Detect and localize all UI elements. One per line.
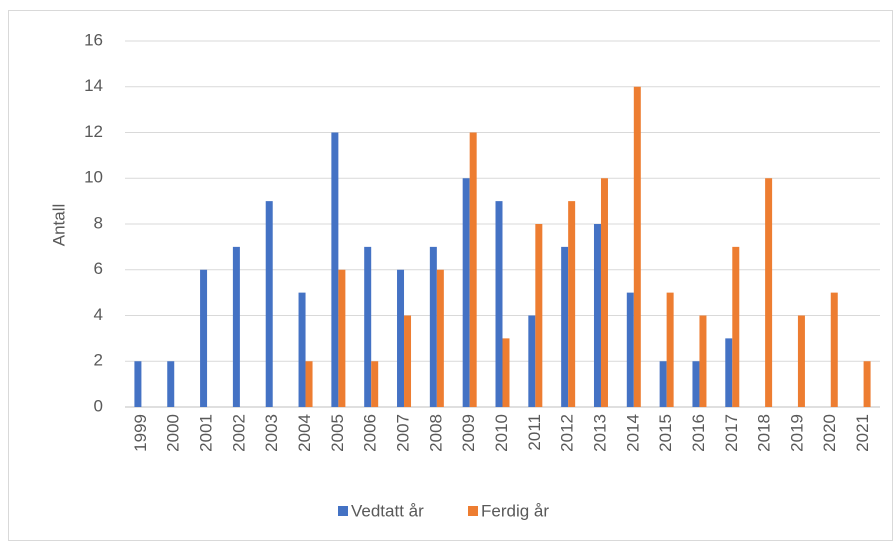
x-tick-label: 2017 xyxy=(722,414,741,452)
x-tick-label: 2009 xyxy=(459,414,478,452)
legend-label: Vedtatt år xyxy=(351,501,424,520)
bar xyxy=(561,246,569,407)
x-tick-label: 2015 xyxy=(656,414,675,452)
x-tick-label: 2007 xyxy=(394,414,413,452)
bar xyxy=(397,269,405,407)
x-tick-label: 2006 xyxy=(361,414,380,452)
x-tick-label: 2013 xyxy=(590,414,609,452)
bar xyxy=(298,292,306,407)
bar xyxy=(626,292,634,407)
bar xyxy=(364,246,372,407)
bar xyxy=(200,269,208,407)
bar xyxy=(593,224,601,407)
legend-label: Ferdig år xyxy=(481,501,549,520)
bar xyxy=(462,178,470,407)
x-tick-label: 2020 xyxy=(820,414,839,452)
bar xyxy=(134,361,142,407)
bar xyxy=(331,132,339,407)
bar xyxy=(371,361,379,407)
y-tick-label: 14 xyxy=(84,76,103,95)
bar xyxy=(502,338,510,407)
y-tick-label: 10 xyxy=(84,168,103,187)
y-axis-label: Antall xyxy=(49,204,68,247)
x-tick-label: 2021 xyxy=(853,414,872,452)
bar xyxy=(699,315,707,407)
x-tick-label: 2000 xyxy=(164,414,183,452)
x-tick-label: 2016 xyxy=(689,414,708,452)
x-tick-label: 2008 xyxy=(426,414,445,452)
y-tick-label: 4 xyxy=(94,305,103,324)
x-tick-label: 2010 xyxy=(492,414,511,452)
bar xyxy=(666,292,674,407)
bar xyxy=(863,361,871,407)
x-tick-label: 2002 xyxy=(229,414,248,452)
y-tick-label: 2 xyxy=(94,351,103,370)
x-tick-label: 2011 xyxy=(525,414,544,451)
bar xyxy=(797,315,805,407)
chart-border xyxy=(8,10,893,541)
legend-swatch xyxy=(338,506,348,516)
bar xyxy=(404,315,412,407)
bar xyxy=(732,246,740,407)
bar xyxy=(568,201,576,407)
bar xyxy=(535,224,543,407)
bar xyxy=(305,361,313,407)
x-tick-label: 2003 xyxy=(262,414,281,452)
bar xyxy=(495,201,503,407)
x-tick-label: 2004 xyxy=(295,414,314,452)
bar xyxy=(600,178,608,407)
bar xyxy=(265,201,273,407)
y-tick-label: 8 xyxy=(94,213,103,232)
bar xyxy=(167,361,175,407)
x-tick-label: 2001 xyxy=(197,414,216,452)
bar xyxy=(436,269,444,407)
x-tick-label: 2005 xyxy=(328,414,347,452)
x-tick-label: 1999 xyxy=(131,414,150,452)
bar xyxy=(429,246,437,407)
x-tick-label: 2019 xyxy=(787,414,806,452)
legend-swatch xyxy=(468,506,478,516)
bar xyxy=(725,338,733,407)
bar xyxy=(633,86,641,407)
bar xyxy=(830,292,838,407)
bar xyxy=(692,361,700,407)
bar xyxy=(528,315,536,407)
y-tick-label: 6 xyxy=(94,259,103,278)
y-tick-label: 16 xyxy=(84,30,103,49)
y-tick-label: 0 xyxy=(94,396,103,415)
bar xyxy=(338,269,346,407)
bar xyxy=(659,361,667,407)
y-tick-label: 12 xyxy=(84,122,103,141)
x-tick-label: 2012 xyxy=(558,414,577,452)
x-tick-label: 2014 xyxy=(623,414,642,452)
bar xyxy=(765,178,773,407)
x-tick-label: 2018 xyxy=(755,414,774,452)
bar xyxy=(232,246,240,407)
bar xyxy=(469,132,477,407)
